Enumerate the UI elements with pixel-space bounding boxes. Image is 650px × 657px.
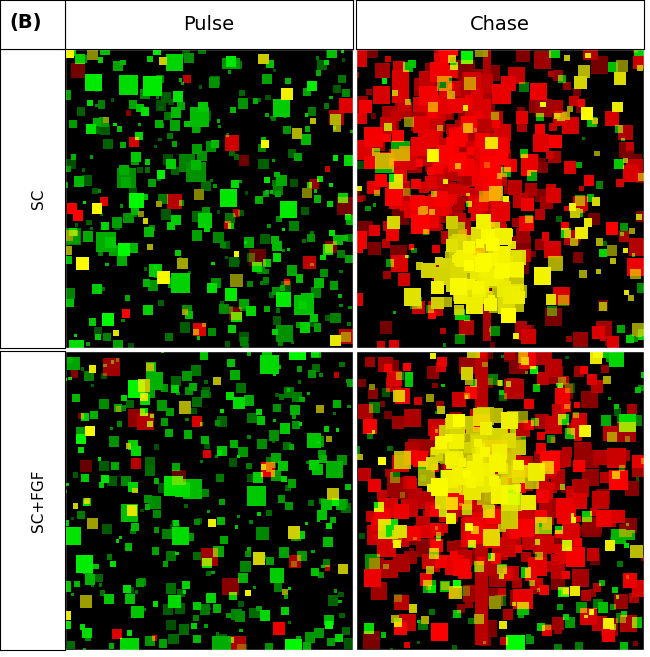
Text: SC: SC xyxy=(31,189,47,209)
Text: (B): (B) xyxy=(10,12,42,32)
Text: Pulse: Pulse xyxy=(183,15,235,34)
Text: SC+FGF: SC+FGF xyxy=(31,470,47,532)
Text: Chase: Chase xyxy=(470,15,530,34)
